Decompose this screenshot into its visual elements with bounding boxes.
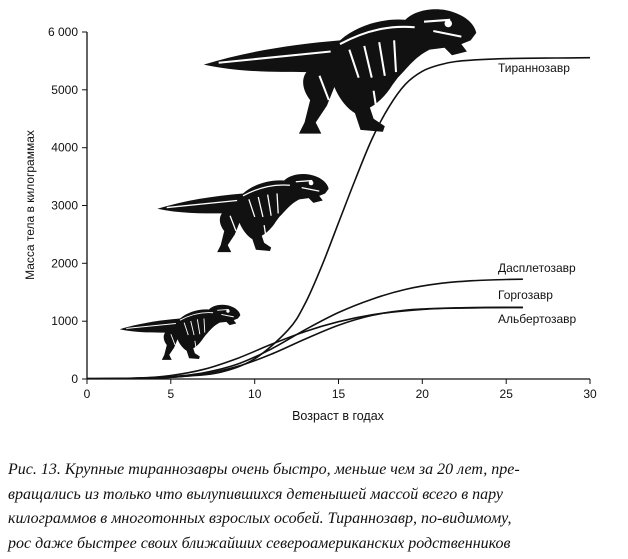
tyrannosaurus-skeleton-icon — [202, 8, 478, 135]
daspletosaurus-skeleton-icon — [156, 173, 330, 253]
y-tick-label: 3000 — [51, 199, 78, 213]
x-axis-title: Возраст в годах — [292, 409, 385, 423]
x-tick-label: 25 — [500, 387, 514, 401]
x-tick-label: 5 — [167, 387, 174, 401]
caption-line: килограммов в многотонных взрослых особе… — [8, 510, 512, 527]
caption-line: Рис. 13. Крупные тираннозавры очень быст… — [8, 461, 520, 478]
series-line-albertosaurus — [86, 306, 523, 380]
caption-line: рос даже быстрее своих ближайших североа… — [8, 534, 511, 552]
x-tick-label: 0 — [84, 387, 91, 401]
growth-chart: 0 1000 2000 3000 4000 5000 6 000 0 5 10 … — [23, 8, 597, 423]
figure-caption: Рис. 13. Крупные тираннозавры очень быст… — [8, 458, 622, 556]
y-tick-label: 0 — [71, 372, 78, 386]
series-label-tyrannosaurus: Тираннозавр — [498, 61, 570, 75]
y-tick-label: 5000 — [51, 83, 78, 97]
juvenile-tyrannosaur-skeleton-icon — [119, 304, 241, 361]
x-tick-label: 20 — [416, 387, 430, 401]
series-label-daspletosaurus: Дасплетозавр — [498, 261, 576, 275]
y-axis-title: Масса тела в килограммах — [23, 130, 37, 280]
y-tick-label: 4000 — [51, 141, 78, 155]
x-tick-label: 10 — [248, 387, 262, 401]
y-tick-label: 6 000 — [48, 25, 78, 39]
series-line-gorgosaurus — [86, 306, 523, 380]
y-tick-label: 1000 — [51, 314, 78, 328]
x-tick-label: 15 — [332, 387, 346, 401]
x-tick-label: 30 — [583, 387, 597, 401]
series-label-albertosaurus: Альбертозавр — [498, 312, 577, 326]
y-tick-label: 2000 — [51, 256, 78, 270]
caption-line: вращались из только что вылупившихся дет… — [8, 485, 504, 503]
series-label-gorgosaurus: Горгозавр — [498, 288, 553, 302]
